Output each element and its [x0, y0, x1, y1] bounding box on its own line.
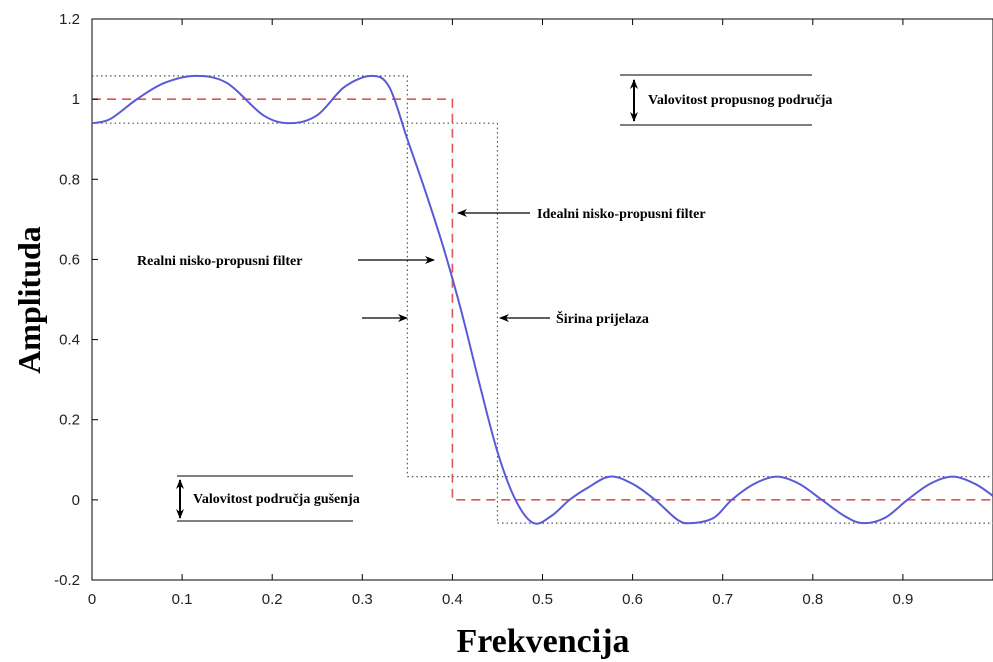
tolerance-lines	[92, 75, 993, 524]
x-tick-label: 0.9	[892, 591, 913, 608]
series-layer	[91, 74, 993, 525]
x-tick-label: 0.8	[802, 591, 823, 608]
ideal-filter-label: Idealni nisko-propusni filter	[537, 207, 706, 222]
x-tick-label: 0	[88, 591, 96, 608]
y-tick-label: 0.4	[59, 332, 80, 349]
real-filter-line	[91, 74, 993, 525]
y-tick-label: 0.6	[59, 251, 80, 268]
y-axis: -0.2 0 0.2 0.4 0.6 0.8 1 1.2	[54, 11, 98, 589]
x-tick-label: 0.4	[442, 591, 463, 608]
x-tick-label: 0.6	[622, 591, 643, 608]
y-tick-label: 0	[72, 492, 80, 509]
real-filter-annotation: Realni nisko-propusni filter	[137, 254, 435, 269]
x-tick-label: 0.3	[352, 591, 373, 608]
y-tick-label: 1.2	[59, 11, 80, 28]
ideal-filter-line	[92, 98, 993, 501]
x-tick-label: 0.5	[532, 591, 553, 608]
stopband-ripple-annotation: Valovitost područja gušenja	[176, 475, 360, 522]
passband-ripple-label: Valovitost propusnog područja	[648, 93, 832, 108]
passband-ripple-annotation: Valovitost propusnog područja	[620, 74, 832, 126]
x-tick-label: 0.2	[262, 591, 283, 608]
stopband-ripple-label: Valovitost područja gušenja	[193, 492, 360, 507]
ideal-filter-annotation: Idealni nisko-propusni filter	[457, 207, 706, 222]
y-tick-label: 1	[72, 91, 80, 108]
x-tick-label: 0.1	[172, 591, 193, 608]
x-axis-title: Frekvencija	[456, 623, 629, 660]
transition-width-label: Širina prijelaza	[556, 310, 649, 327]
real-filter-label: Realni nisko-propusni filter	[137, 254, 302, 269]
x-axis: 0 0.1 0.2 0.3 0.4 0.5 0.6 0.7 0.8 0.9	[88, 19, 913, 608]
y-tick-label: 0.2	[59, 412, 80, 429]
y-axis-title: Amplituda	[11, 226, 47, 374]
transition-width-annotation: Širina prijelaza	[362, 310, 649, 327]
y-tick-label: 0.8	[59, 171, 80, 188]
y-tick-label: -0.2	[54, 572, 80, 589]
x-tick-label: 0.7	[712, 591, 733, 608]
